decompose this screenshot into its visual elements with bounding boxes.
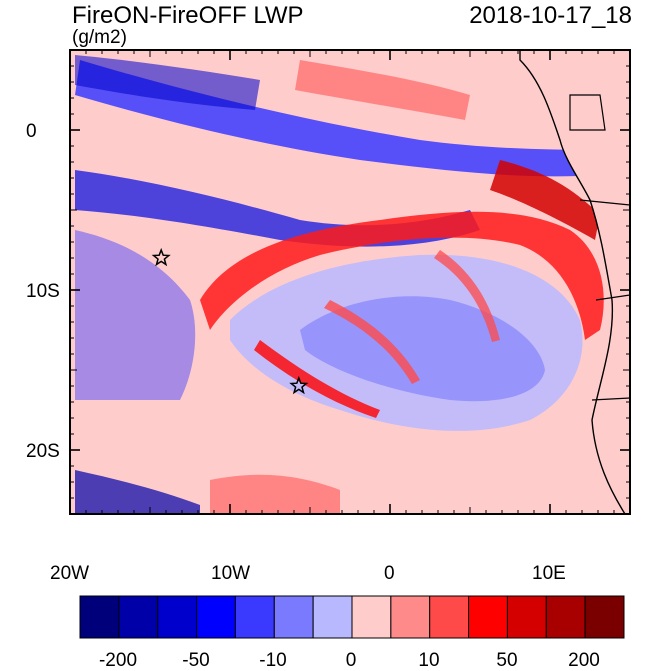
colorbar-label-7: 200 xyxy=(568,650,600,671)
star-markers xyxy=(151,247,309,395)
field-sw-red xyxy=(210,474,340,514)
country-border-4 xyxy=(595,294,630,301)
field-coast-red xyxy=(490,160,600,240)
y-tick-0: 0 xyxy=(26,121,37,142)
units-label: (g/m2) xyxy=(72,27,127,48)
colorbar-label-6: 50 xyxy=(496,650,518,671)
x-tick-10w: 10W xyxy=(211,563,251,584)
country-border-3 xyxy=(591,397,630,401)
field-sw-blue xyxy=(75,470,200,514)
colorbar-label-1: -200 xyxy=(98,650,138,671)
x-tick-0: 0 xyxy=(384,563,395,584)
field-deck-edge xyxy=(200,211,604,340)
colorbar-label-3: -10 xyxy=(259,650,287,671)
country-border-2 xyxy=(579,199,630,206)
title-right: 2018-10-17_18 xyxy=(469,2,632,29)
map-frame xyxy=(69,49,631,515)
y-tick-20s: 20S xyxy=(26,441,60,462)
field-streak-3 xyxy=(434,250,500,342)
colorbar-label-2: -50 xyxy=(182,650,210,671)
field-streak-2 xyxy=(324,300,420,384)
field-band-north xyxy=(75,60,600,177)
star-marker-1 xyxy=(151,247,171,267)
country-border-1 xyxy=(569,94,606,131)
x-tick-20w: 20W xyxy=(50,563,90,584)
field-streak-1 xyxy=(254,340,380,418)
star-marker-2 xyxy=(289,375,309,395)
tick-marks xyxy=(69,49,631,515)
title-left: FireON-FireOFF LWP xyxy=(72,2,304,29)
field-noise-nw xyxy=(75,55,260,110)
africa-coastline xyxy=(519,50,630,514)
y-tick-10s: 10S xyxy=(26,281,60,302)
field-west-noise xyxy=(75,230,196,400)
field-noise-n xyxy=(295,60,470,120)
map-field xyxy=(70,50,630,514)
colorbar-label-5: 10 xyxy=(418,650,440,671)
x-tick-10e: 10E xyxy=(532,563,566,584)
colorbar-label-4: 0 xyxy=(345,650,357,671)
